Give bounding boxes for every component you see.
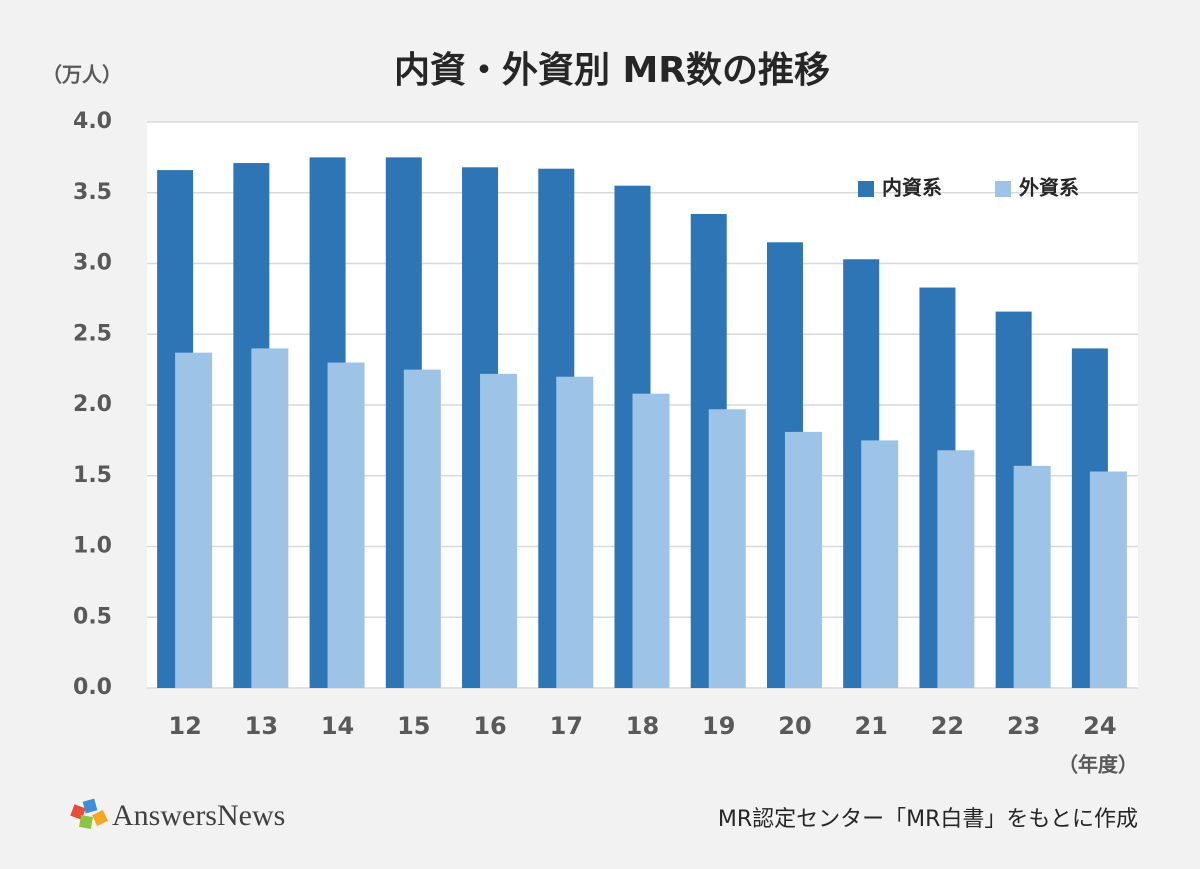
x-tick-label: 15 [397, 712, 430, 740]
y-tick-label: 1.0 [73, 534, 112, 559]
y-tick-label: 4.0 [73, 109, 112, 134]
x-tick-label: 23 [1007, 712, 1040, 740]
source-note: MR認定センター「MR白書」をもとに作成 [718, 807, 1138, 832]
legend-swatch [858, 181, 874, 197]
x-tick-label: 14 [321, 712, 354, 740]
x-tick-label: 20 [778, 712, 811, 740]
y-tick-label: 1.5 [73, 463, 112, 488]
bar [327, 362, 365, 688]
x-tick-label: 12 [168, 712, 201, 740]
bar [480, 373, 518, 688]
y-tick-label: 0.0 [73, 675, 112, 700]
y-tick-label: 2.5 [73, 321, 112, 346]
x-tick-label: 13 [245, 712, 278, 740]
x-tick-label: 17 [550, 712, 583, 740]
logo: AnswersNews [112, 799, 285, 832]
bar [1013, 465, 1051, 688]
bar [861, 440, 899, 688]
bar [937, 450, 975, 688]
x-tick-label: 24 [1083, 712, 1116, 740]
legend-label: 外資系 [1019, 176, 1079, 200]
x-tick-label: 18 [626, 712, 659, 740]
x-tick-label: 22 [931, 712, 964, 740]
chart-title: 内資・外資別 MR数の推移 [394, 50, 830, 91]
x-tick-label: 16 [473, 712, 506, 740]
legend-label: 内資系 [882, 176, 942, 200]
x-tick-label: 19 [702, 712, 735, 740]
bar [708, 409, 746, 688]
y-tick-label: 3.5 [73, 180, 112, 205]
bar [556, 376, 594, 688]
y-tick-label: 0.5 [73, 604, 112, 629]
y-tick-label: 3.0 [73, 251, 112, 276]
bar [175, 352, 213, 688]
bar [1089, 471, 1127, 688]
legend-swatch [995, 181, 1011, 197]
bar [784, 431, 822, 688]
bar [251, 348, 289, 688]
y-unit: （万人） [42, 63, 122, 87]
logo-icon [70, 798, 108, 829]
bar [632, 393, 670, 688]
x-unit: （年度） [1058, 753, 1138, 777]
y-tick-label: 2.0 [73, 392, 112, 417]
x-tick-label: 21 [854, 712, 887, 740]
bar [403, 369, 441, 688]
